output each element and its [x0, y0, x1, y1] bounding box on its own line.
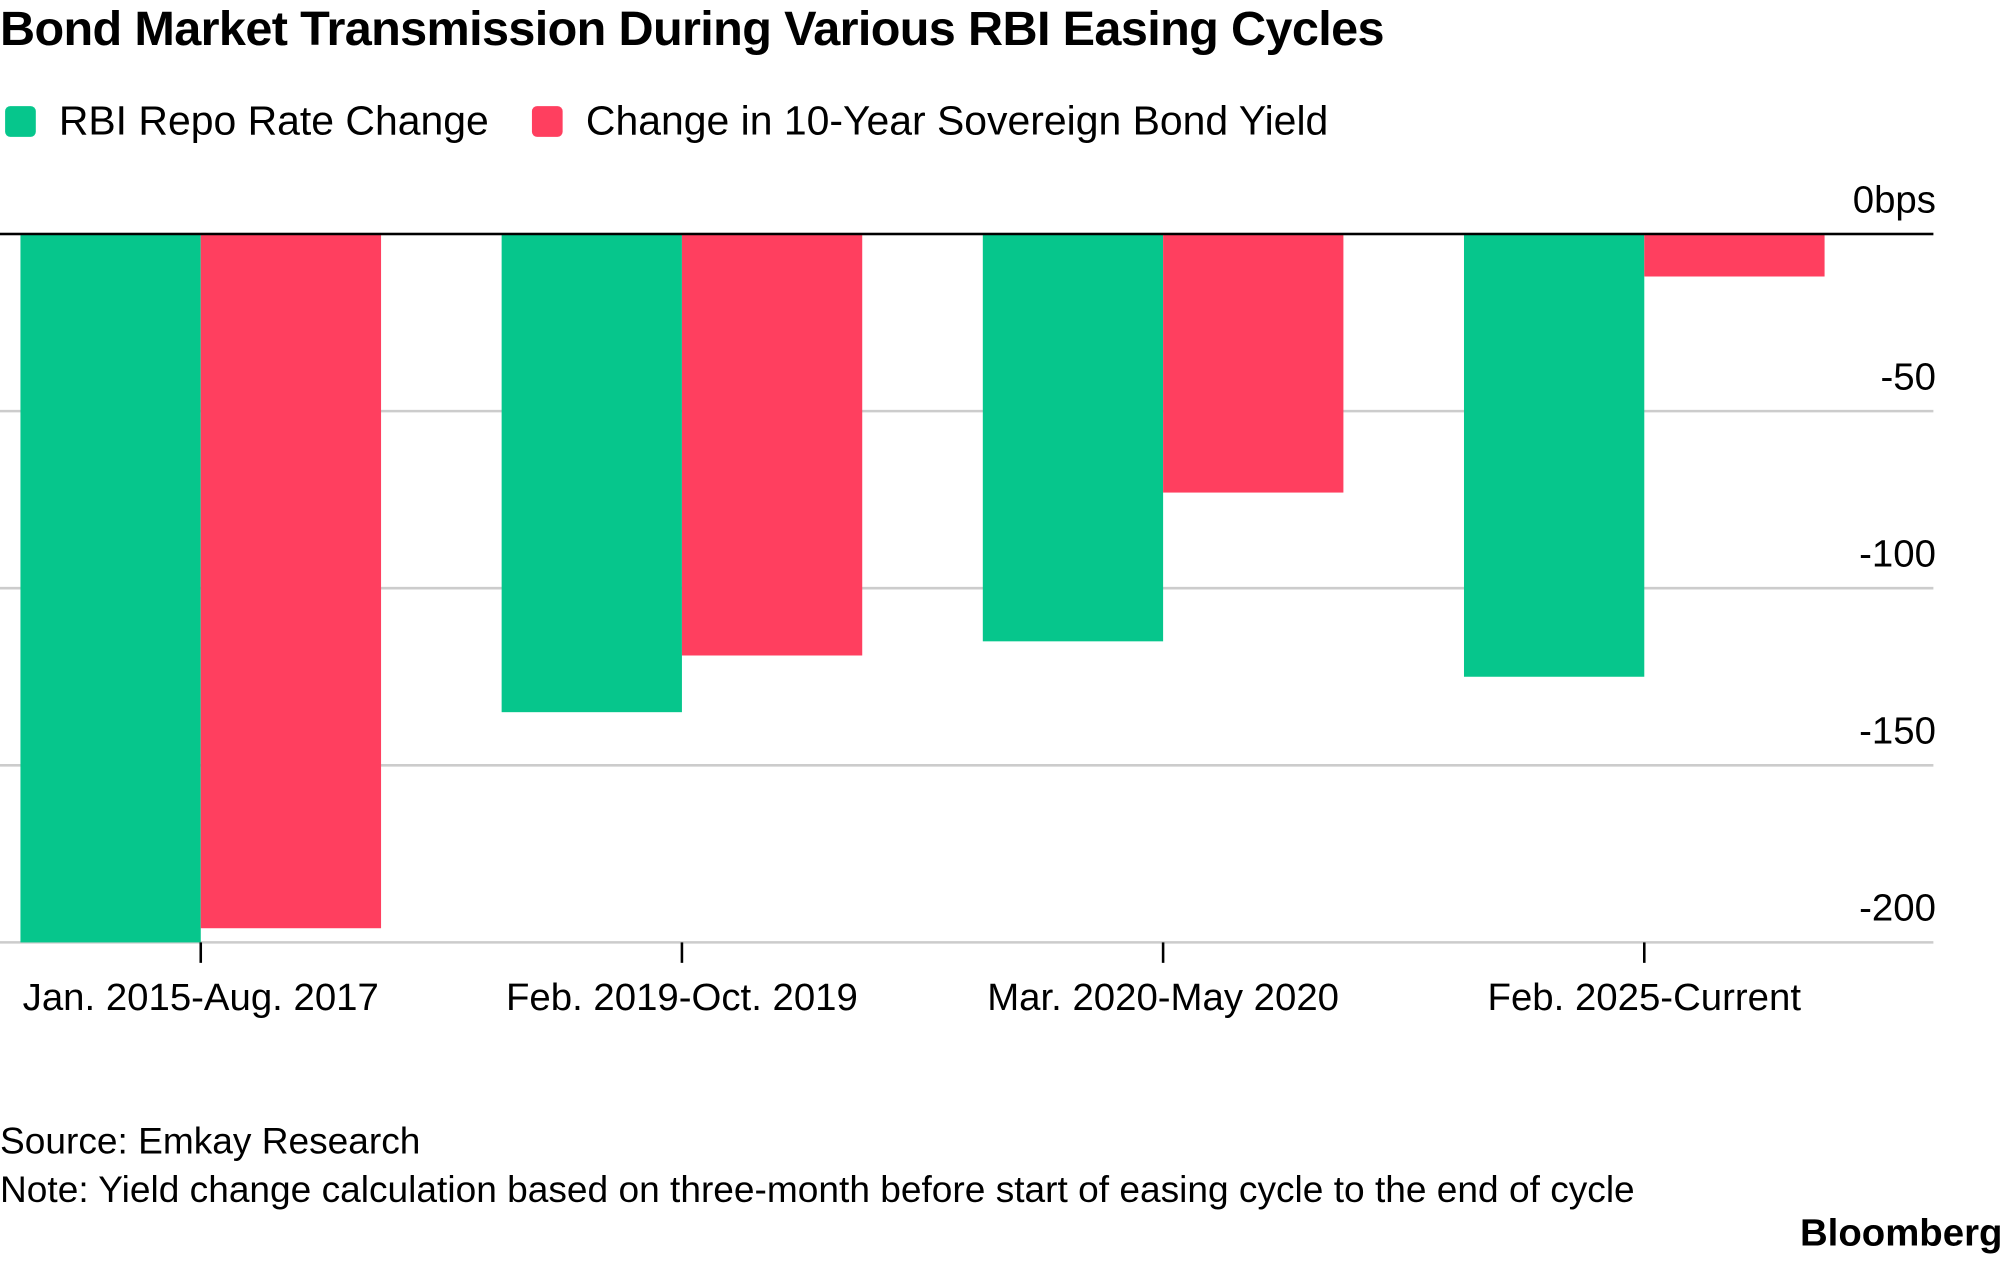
- legend-item: Change in 10-Year Sovereign Bond Yield: [532, 97, 1328, 144]
- legend-label: RBI Repo Rate Change: [58, 97, 489, 144]
- legend-item: RBI Repo Rate Change: [5, 97, 489, 144]
- bar: [1163, 234, 1344, 493]
- y-tick-label: 0bps: [1853, 178, 1936, 221]
- bar: [681, 234, 863, 656]
- bar: [501, 234, 682, 713]
- bar: [982, 234, 1164, 642]
- bar: [1463, 234, 1645, 677]
- legend-swatch: [532, 105, 563, 137]
- footer: Source: Emkay Research Note: Yield chang…: [0, 1118, 1726, 1215]
- source: Source: Emkay Research: [0, 1121, 421, 1163]
- bar: [1644, 234, 1825, 277]
- bar: [20, 234, 201, 943]
- y-tick-label: -100: [1859, 532, 1936, 575]
- y-tick-label: -50: [1880, 355, 1935, 398]
- legend-label: Change in 10-Year Sovereign Bond Yield: [585, 97, 1329, 144]
- x-tick-label: Mar. 2020-May 2020: [987, 976, 1339, 1019]
- bar: [200, 234, 382, 929]
- brand: Bloomberg: [1799, 1212, 2003, 1255]
- legend-swatch: [5, 105, 36, 137]
- x-tick-label: Feb. 2025-Current: [1488, 976, 1802, 1019]
- legend: RBI Repo Rate Change Change in 10-Year So…: [5, 97, 1328, 144]
- chart-title: Bond Market Transmission During Various …: [0, 2, 1385, 57]
- note: Note: Yield change calculation based on …: [0, 1170, 1635, 1211]
- x-tick-label: Jan. 2015-Aug. 2017: [23, 976, 379, 1019]
- x-tick-label: Feb. 2019-Oct. 2019: [506, 976, 858, 1019]
- y-tick-label: -200: [1859, 887, 1936, 930]
- y-tick-label: -150: [1859, 710, 1936, 753]
